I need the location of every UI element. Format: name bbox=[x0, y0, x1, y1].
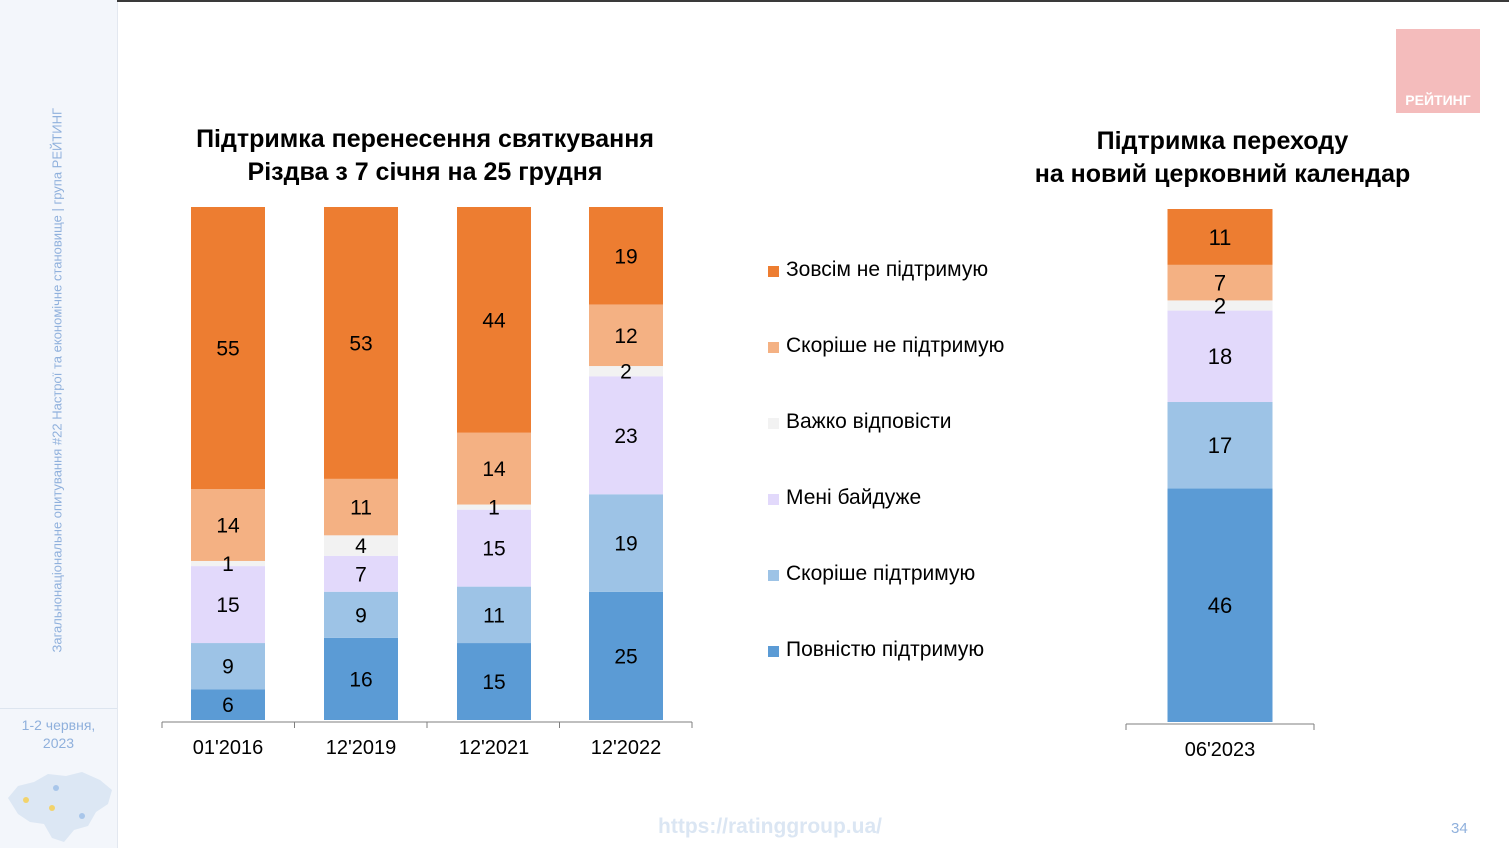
chart2-title-line2: на новий церковний календар bbox=[1034, 160, 1411, 188]
chart1-plot: 6 9 15 1 14 55 01'2016 16 9 7 4 11 53 12'2019 15 11 15 1 1… bbox=[161, 207, 693, 759]
bar-segment bbox=[457, 504, 531, 510]
chart2-title: Підтримка переходу на новий церковний ка… bbox=[1020, 125, 1425, 191]
logo-text: РЕЙТИНГ bbox=[1405, 92, 1471, 108]
bar-segment bbox=[1167, 310, 1273, 403]
data-label: 53 bbox=[349, 333, 372, 356]
data-label: 2 bbox=[620, 361, 632, 384]
data-label: 11 bbox=[1209, 225, 1232, 250]
legend-swatch bbox=[768, 494, 779, 505]
data-label: 44 bbox=[482, 309, 506, 332]
x-tick-label: 01'2016 bbox=[193, 737, 264, 759]
data-label: 46 bbox=[1208, 593, 1232, 618]
data-label: 17 bbox=[1208, 433, 1232, 458]
bar-segment bbox=[324, 535, 398, 556]
data-label: 19 bbox=[614, 533, 637, 556]
data-label: 1 bbox=[222, 553, 234, 576]
bar-segment bbox=[324, 591, 398, 638]
legend-label: Мені байдуже bbox=[786, 486, 922, 509]
bar-segment bbox=[191, 566, 265, 644]
legend-label: Повністю підтримую bbox=[786, 638, 985, 661]
data-label: 15 bbox=[482, 538, 505, 561]
chart1-title: Підтримка перенесення святкування Різдва… bbox=[160, 123, 690, 189]
bar-segment bbox=[457, 509, 531, 587]
survey-caption: Загальнонаціональне опитування #22 Настр… bbox=[49, 107, 65, 653]
bar-segment bbox=[324, 207, 398, 479]
bar-segment bbox=[589, 304, 663, 367]
data-label: 4 bbox=[355, 535, 367, 558]
bar-segment bbox=[324, 478, 398, 536]
data-label: 7 bbox=[1214, 271, 1226, 296]
legend-label: Скоріше не підтримую bbox=[786, 334, 1005, 357]
bar-segment bbox=[457, 432, 531, 505]
data-label: 6 bbox=[222, 694, 234, 717]
bar-segment bbox=[1167, 300, 1273, 311]
website-link[interactable]: https://ratinggroup.ua/ bbox=[658, 815, 882, 838]
legend-swatch bbox=[768, 646, 779, 657]
bar-segment bbox=[324, 637, 398, 720]
legend-swatch bbox=[768, 418, 779, 429]
chart1-title-line1: Підтримка перенесення святкування bbox=[196, 125, 654, 153]
data-label: 15 bbox=[216, 594, 239, 617]
bar-segment bbox=[1167, 209, 1273, 265]
x-tick-label: 06'2023 bbox=[1185, 739, 1256, 761]
sidebar-divider bbox=[0, 708, 117, 709]
data-label: 19 bbox=[614, 245, 637, 268]
bar-segment bbox=[457, 207, 531, 433]
bar-segment bbox=[589, 494, 663, 592]
x-tick-label: 12'2022 bbox=[591, 737, 662, 759]
data-label: 7 bbox=[355, 563, 367, 586]
data-label: 16 bbox=[349, 669, 372, 692]
data-label: 14 bbox=[482, 458, 506, 481]
legend-label: Скоріше підтримую bbox=[786, 562, 976, 585]
legend-swatch bbox=[768, 570, 779, 581]
bar-segment bbox=[457, 586, 531, 644]
data-label: 55 bbox=[216, 338, 239, 361]
bar-segment bbox=[191, 643, 265, 690]
ukraine-map-icon bbox=[8, 772, 112, 842]
bar-segment bbox=[191, 689, 265, 720]
data-label: 1 bbox=[488, 497, 500, 520]
page-number: 34 bbox=[1451, 820, 1468, 837]
bar-segment bbox=[457, 643, 531, 720]
survey-date-line1: 1-2 червня, bbox=[21, 717, 96, 733]
bar-segment bbox=[1167, 264, 1273, 301]
legend-label: Важко відповісти bbox=[786, 410, 952, 433]
data-label: 14 bbox=[216, 515, 240, 538]
data-label: 11 bbox=[350, 497, 372, 520]
data-label: 9 bbox=[222, 656, 234, 679]
bar-segment bbox=[191, 207, 265, 490]
survey-date: 1-2 червня, 2023 bbox=[0, 716, 117, 752]
chart2-title-line1: Підтримка переходу bbox=[1096, 127, 1349, 155]
bar-segment bbox=[1167, 488, 1273, 722]
data-label: 11 bbox=[483, 604, 505, 627]
bar-segment bbox=[1167, 402, 1273, 489]
data-label: 18 bbox=[1208, 344, 1232, 369]
bar-segment bbox=[589, 207, 663, 305]
legend-swatch bbox=[768, 266, 779, 277]
data-label: 2 bbox=[1214, 293, 1226, 318]
rating-logo: РЕЙТИНГ bbox=[1396, 29, 1480, 113]
sidebar: Загальнонаціональне опитування #22 Настр… bbox=[0, 0, 118, 848]
data-label: 12 bbox=[614, 325, 637, 348]
bar-segment bbox=[191, 489, 265, 561]
bar-segment bbox=[324, 555, 398, 592]
chart1-title-line2: Різдва з 7 січня на 25 грудня bbox=[247, 158, 603, 186]
x-tick-label: 12'2019 bbox=[326, 737, 397, 759]
bar-segment bbox=[589, 366, 663, 377]
legend-swatch bbox=[768, 342, 779, 353]
data-label: 23 bbox=[614, 425, 637, 448]
survey-date-line2: 2023 bbox=[42, 735, 75, 751]
bar-segment bbox=[589, 376, 663, 495]
data-label: 25 bbox=[614, 645, 637, 668]
top-border bbox=[117, 0, 1509, 2]
data-label: 15 bbox=[482, 671, 505, 694]
legend-label: Зовсім не підтримую bbox=[786, 258, 989, 281]
data-label: 9 bbox=[355, 604, 367, 627]
x-tick-label: 12'2021 bbox=[459, 737, 530, 759]
bar-segment bbox=[191, 560, 265, 567]
bar-segment bbox=[589, 591, 663, 720]
chart2-plot: 46 17 18 27 11 06'2023 bbox=[1125, 209, 1315, 761]
